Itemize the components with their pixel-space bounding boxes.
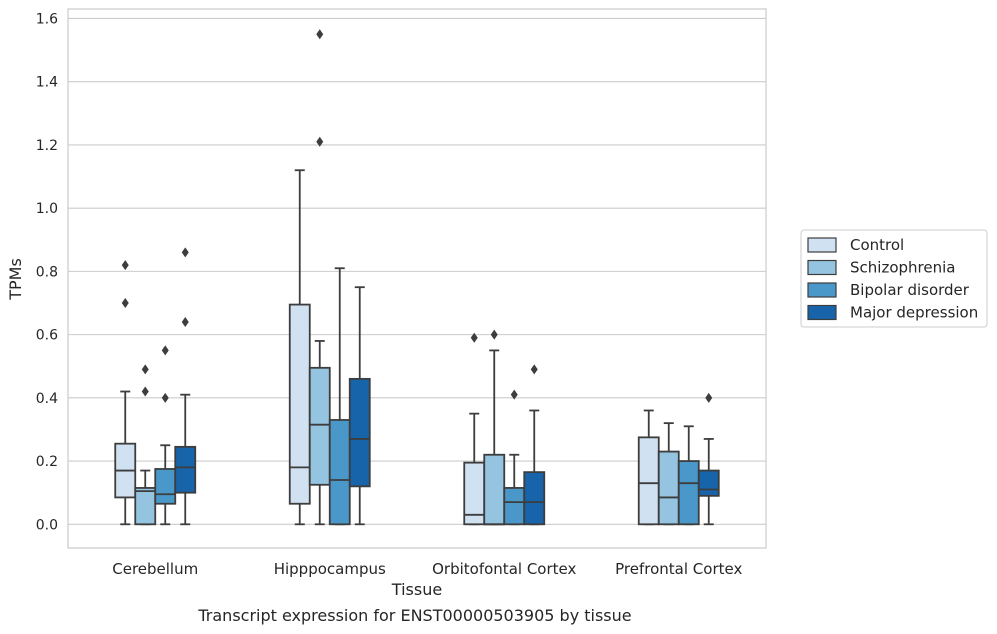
box-schizophrenia <box>657 422 680 526</box>
plot-frame <box>67 8 767 549</box>
y-tick-label: 0.8 <box>36 264 58 280</box>
box-major-depression <box>523 364 546 526</box>
outlier-point <box>316 29 324 40</box>
x-tick-label: Cerebellum <box>112 560 198 578</box>
box-bipolar-disorder <box>328 267 351 526</box>
gridlines <box>68 17 766 525</box>
outlier-point <box>490 329 498 340</box>
box-bipolar-disorder <box>503 389 526 526</box>
box-body <box>697 469 720 497</box>
outlier-point <box>705 392 713 403</box>
boxes-layer <box>114 29 720 526</box>
y-tick-label: 0.6 <box>36 328 58 344</box>
outlier-point <box>181 316 189 327</box>
outlier-point <box>121 260 129 271</box>
y-tick-label: 1.6 <box>36 11 58 27</box>
y-tick-label: 1.4 <box>36 75 58 91</box>
box-body <box>328 419 351 526</box>
box-control <box>288 169 311 526</box>
outlier-point <box>121 298 129 308</box>
x-tick-label: Prefrontal Cortex <box>615 560 742 578</box>
outlier-point <box>510 389 518 400</box>
legend-swatch <box>807 282 837 298</box>
y-axis-label: TPMs <box>6 258 25 301</box>
outlier-point <box>141 364 149 375</box>
box-body <box>523 471 546 526</box>
outlier-point <box>141 386 149 397</box>
box-body <box>637 436 660 526</box>
legend-frame <box>800 229 988 328</box>
y-tick-label: 0.2 <box>36 454 58 470</box>
legend: Control Schizophrenia Bipolar disorder Majo… <box>800 229 988 328</box>
legend-swatch <box>807 237 837 253</box>
x-tick-label: Hipppocampus <box>274 560 386 578</box>
box-body <box>657 450 680 526</box>
box-major-depression <box>174 247 197 526</box>
y-tick-label: 0.4 <box>36 391 58 407</box>
outlier-point <box>161 392 169 403</box>
outlier-point <box>181 247 189 258</box>
box-major-depression <box>697 392 720 526</box>
box-schizophrenia <box>483 329 506 526</box>
legend-swatch <box>807 304 837 321</box>
legend-label: Bipolar disorder <box>850 281 970 299</box>
y-tick-labels: 0.0 0.2 0.4 0.6 0.8 1.0 1.2 1.4 1.6 <box>36 11 58 533</box>
box-body <box>134 487 157 526</box>
y-tick-label: 0.0 <box>36 517 58 533</box>
box-bipolar-disorder <box>677 425 700 526</box>
box-schizophrenia <box>308 29 331 526</box>
box-control <box>114 260 137 526</box>
box-body <box>348 377 371 488</box>
figure-caption: Transcript expression for ENST0000050390… <box>198 606 632 625</box>
outlier-point <box>316 136 324 147</box>
box-major-depression <box>348 286 371 526</box>
box-control <box>463 332 486 526</box>
outlier-point <box>530 364 538 375</box>
outlier-point <box>470 332 478 343</box>
legend-label: Schizophrenia <box>850 259 955 277</box>
legend-label: Control <box>850 236 904 254</box>
box-body <box>288 303 311 505</box>
box-body <box>154 468 177 505</box>
box-schizophrenia <box>134 364 157 526</box>
x-tick-label: Orbitofontal Cortex <box>432 560 576 578</box>
box-body <box>483 453 506 526</box>
box-body <box>677 460 700 526</box>
box-bipolar-disorder <box>154 345 177 526</box>
y-tick-label: 1.0 <box>36 201 58 217</box>
x-tick-labels: Cerebellum Hipppocampus Orbitofontal Corte… <box>112 560 742 578</box>
outlier-point <box>161 345 169 356</box>
box-body <box>503 487 526 526</box>
legend-swatch <box>807 259 837 276</box>
legend-label: Major depression <box>850 304 978 322</box>
x-axis-label: Tissue <box>391 580 442 599</box>
box-body <box>308 366 331 486</box>
box-body <box>174 445 197 494</box>
box-control <box>637 409 660 526</box>
y-tick-label: 1.2 <box>36 138 58 154</box>
